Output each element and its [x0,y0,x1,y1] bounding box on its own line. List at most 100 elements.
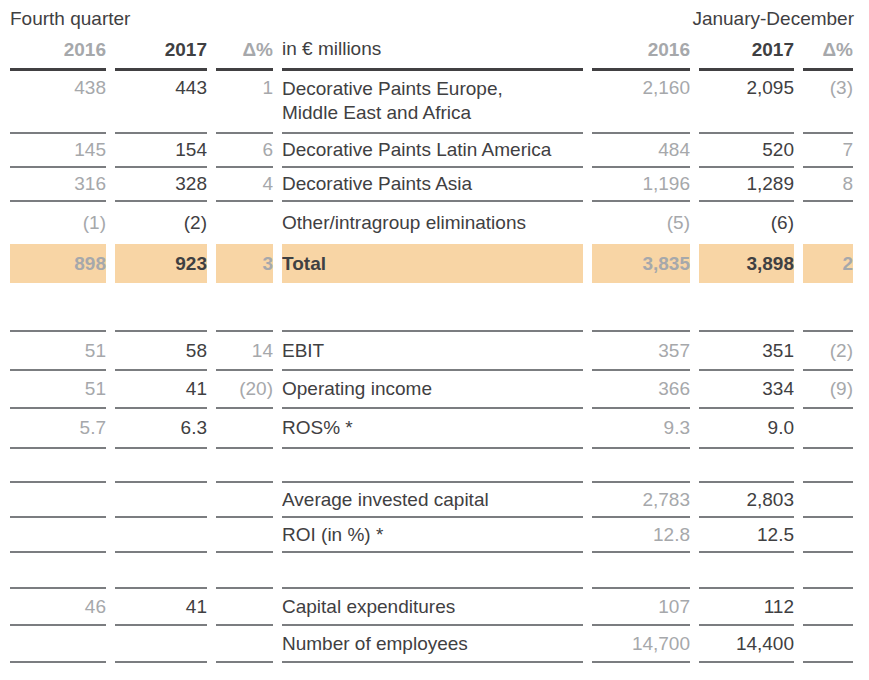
empty-cell [216,553,273,589]
row-label: Decorative Paints Europe, Middle East an… [282,71,583,134]
empty-cell [282,449,583,483]
row-label: Operating income [282,371,583,409]
fy-delta-cell: (3) [803,71,853,134]
q4-2017-cell: 923 [115,244,207,283]
fy-2017-cell: (6) [699,202,794,244]
row-label: Other/intragroup eliminations [282,202,583,244]
fy-2017-cell: 2,803 [699,483,794,518]
fy-delta-cell: (9) [803,371,853,409]
fy-2016-cell: 107 [592,589,690,626]
fy-2016-cell: 3,835 [592,244,690,283]
empty-cell [699,283,794,332]
q4-delta-cell: 3 [216,244,273,283]
q4-2016-cell: 5.7 [10,409,106,449]
q4-delta-cell: 1 [216,71,273,134]
q4-delta-cell: 4 [216,168,273,202]
table-row-capital-expenditures: 46 41 Capital expenditures 107 112 [10,589,869,626]
q4-delta-cell [216,626,273,663]
table-row-employees: Number of employees 14,700 14,400 [10,626,869,663]
q4-2016-cell [10,483,106,518]
fy-delta-cell [803,518,853,553]
fy-delta-cell: 2 [803,244,853,283]
quarter-period-label: Fourth quarter [10,8,130,30]
unit-header: in € millions [282,36,583,71]
table-row-avg-invested-capital: Average invested capital 2,783 2,803 [10,483,869,518]
table-row-spacer [10,283,869,332]
q4-delta-cell: 14 [216,332,273,371]
empty-cell [803,553,853,589]
q4-2016-cell: 51 [10,332,106,371]
q4-2017-cell: 6.3 [115,409,207,449]
fy-delta-cell [803,202,853,244]
q4-delta-cell: (20) [216,371,273,409]
period-header: Fourth quarter January-December [0,0,869,30]
q4-delta-cell [216,589,273,626]
table-row-latin-america: 145 154 6 Decorative Paints Latin Americ… [10,134,869,168]
row-label: Decorative Paints Asia [282,168,583,202]
fy-delta-cell: 7 [803,134,853,168]
fy-delta-cell: 8 [803,168,853,202]
row-label: Decorative Paints Latin America [282,134,583,168]
fy-2017-header: 2017 [699,36,794,71]
q4-2017-cell: 41 [115,371,207,409]
table-row-emea: 438 443 1 Decorative Paints Europe, Midd… [10,71,869,134]
empty-cell [803,449,853,483]
empty-cell [592,449,690,483]
q4-2016-cell: 145 [10,134,106,168]
fy-2017-cell: 112 [699,589,794,626]
row-label: EBIT [282,332,583,371]
table-row-ebit: 51 58 14 EBIT 357 351 (2) [10,332,869,371]
empty-cell [282,283,583,332]
fy-2016-cell: 484 [592,134,690,168]
empty-cell [216,449,273,483]
q4-2016-cell: (1) [10,202,106,244]
fy-2017-cell: 14,400 [699,626,794,663]
fy-2017-cell: 12.5 [699,518,794,553]
empty-cell [699,553,794,589]
fy-2016-cell: 9.3 [592,409,690,449]
empty-cell [803,283,853,332]
fy-2016-cell: (5) [592,202,690,244]
fy-2016-cell: 357 [592,332,690,371]
year-period-label: January-December [692,8,854,30]
table-row-asia: 316 328 4 Decorative Paints Asia 1,196 1… [10,168,869,202]
fy-2016-cell: 1,196 [592,168,690,202]
fy-delta-cell [803,626,853,663]
q4-2017-cell [115,626,207,663]
q4-2017-cell [115,483,207,518]
q4-delta-cell [216,409,273,449]
empty-cell [592,553,690,589]
q4-delta-header: Δ% [216,36,273,71]
q4-delta-cell [216,518,273,553]
q4-2017-cell: 328 [115,168,207,202]
fy-2016-cell: 14,700 [592,626,690,663]
fy-2017-cell: 2,095 [699,71,794,134]
fy-2017-cell: 520 [699,134,794,168]
table-row-total: 898 923 3 Total 3,835 3,898 2 [10,244,869,283]
q4-2016-cell: 51 [10,371,106,409]
q4-delta-cell [216,483,273,518]
empty-cell [216,283,273,332]
q4-2017-cell: 58 [115,332,207,371]
q4-2016-cell: 46 [10,589,106,626]
q4-2017-cell: 443 [115,71,207,134]
q4-delta-cell [216,202,273,244]
table-row-operating-income: 51 41 (20) Operating income 366 334 (9) [10,371,869,409]
q4-2017-header: 2017 [115,36,207,71]
fy-delta-cell: (2) [803,332,853,371]
table-row-eliminations: (1) (2) Other/intragroup eliminations (5… [10,202,869,244]
q4-2017-cell: 41 [115,589,207,626]
row-label: Capital expenditures [282,589,583,626]
empty-cell [10,449,106,483]
fy-2016-cell: 12.8 [592,518,690,553]
row-label: Average invested capital [282,483,583,518]
fy-2017-cell: 1,289 [699,168,794,202]
empty-cell [115,553,207,589]
fy-2017-cell: 9.0 [699,409,794,449]
fy-delta-cell [803,409,853,449]
fy-delta-header: Δ% [803,36,853,71]
empty-cell [699,449,794,483]
q4-delta-cell: 6 [216,134,273,168]
financial-table: 2016 2017 Δ% in € millions 2016 2017 Δ% … [0,36,869,663]
fy-2017-cell: 3,898 [699,244,794,283]
